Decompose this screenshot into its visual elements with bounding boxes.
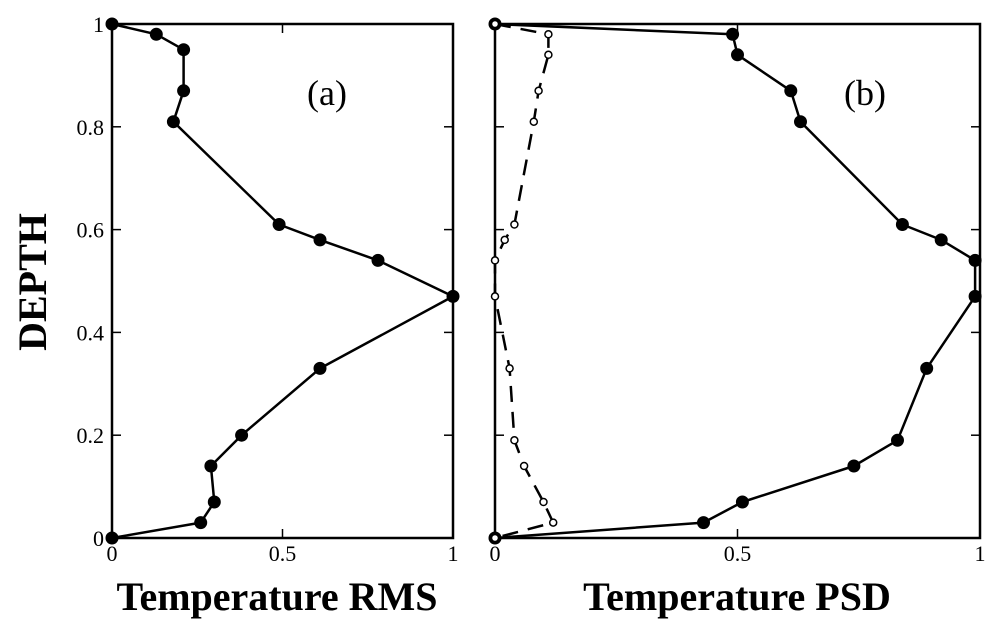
panel-a-y-tick-label: 0.6	[77, 218, 105, 243]
panel-a-y-tick-label: 0.4	[77, 320, 105, 345]
panel-b-series-2-point	[510, 436, 519, 445]
panel-b-series-2-point	[490, 19, 500, 29]
panel-a-x-tick-label: 0.5	[269, 541, 297, 566]
panel-a-series-1-point	[177, 84, 191, 98]
panel-b-series-1-point	[784, 84, 798, 98]
panel-b-series-2-point	[539, 497, 548, 507]
panel-b-series-1-point	[731, 48, 744, 62]
panel-b-series-1-point	[968, 253, 982, 267]
panel-a-series-1-point	[313, 361, 327, 375]
panel-a-series-1-point	[166, 115, 180, 129]
panel-a-x-axis-title: Temperature RMS	[116, 574, 437, 619]
panel-a: (a) Temperature RMS 0 0.2 0.4 0.6 0.8 1 0 0.5 1	[77, 12, 460, 619]
panel-b: (b) Temperature PSD 0 0.5 1	[488, 17, 986, 619]
panel-a-series-1-point	[105, 531, 119, 545]
panel-b-series-1-point	[968, 289, 982, 303]
panel-a-y-tick-label: 1	[93, 12, 104, 37]
panel-b-series-1-point	[735, 495, 749, 509]
panel-a-series-1-point	[204, 459, 218, 473]
panel-a-y-tick-label: 0.8	[77, 115, 105, 140]
panel-b-series-1-line	[494, 22, 977, 540]
panel-a-series-1-line	[111, 22, 455, 540]
panel-b-x-tick-label: 0	[490, 541, 501, 566]
panel-b-series-2-point	[500, 235, 509, 245]
panel-a-series-1-point	[272, 218, 286, 231]
panel-b-x-tick-label: 0.5	[724, 541, 752, 566]
panel-a-series-1-point	[194, 516, 208, 530]
panel-a-series-1-point	[235, 428, 249, 442]
panel-b-series-1-point	[794, 115, 807, 129]
panel-b-label: (b)	[844, 73, 886, 113]
panel-a-series-1-point	[313, 233, 327, 247]
panel-b-series-2-point	[548, 518, 558, 527]
panel-b-frame	[493, 22, 982, 540]
panel-a-x-tick-label: 0	[107, 541, 118, 566]
panel-b-x-tick-label: 1	[975, 541, 986, 566]
panel-a-series-1-point	[149, 27, 163, 41]
panel-b-series-2-point	[544, 30, 553, 39]
panel-b-series-2-point	[519, 461, 529, 471]
panel-b-series-1-point	[920, 361, 934, 375]
panel-a-series-1-point	[177, 43, 191, 57]
panel-b-series-1-point	[726, 27, 740, 41]
panel-b-series-2-point	[510, 220, 519, 229]
panel-b-series-2-point	[490, 256, 500, 265]
panel-a-y-tick-label: 0	[93, 526, 104, 551]
panel-a-series-1-point	[446, 289, 460, 303]
panel-a-series-1-point	[207, 495, 221, 509]
panel-b-series-1-point	[891, 433, 904, 447]
y-axis-title: DEPTH	[10, 213, 55, 351]
panel-b-series-2-point	[544, 50, 553, 60]
panel-a-y-tick-label: 0.2	[77, 423, 105, 448]
panel-a-x-tick-label: 1	[448, 541, 459, 566]
panel-b-series-2-line	[493, 22, 555, 540]
panel-a-label: (a)	[307, 73, 347, 113]
panel-b-series-2-point	[490, 292, 500, 301]
panel-b-series-2-point	[529, 117, 539, 126]
panel-b-series-1-point	[697, 516, 710, 530]
panel-b-series-2-point	[505, 364, 514, 373]
panel-b-series-1-point	[847, 459, 861, 473]
panel-b-series-2-point	[490, 533, 500, 543]
panel-b-series-1-point	[934, 233, 948, 247]
panel-a-series-1-point	[371, 253, 385, 267]
panel-a-series-1-point	[105, 17, 119, 31]
panel-a-frame	[110, 22, 455, 540]
panel-b-series-1-point	[895, 218, 909, 231]
panel-b-series-2-point	[534, 86, 543, 96]
panel-b-x-axis-title: Temperature PSD	[583, 574, 891, 619]
